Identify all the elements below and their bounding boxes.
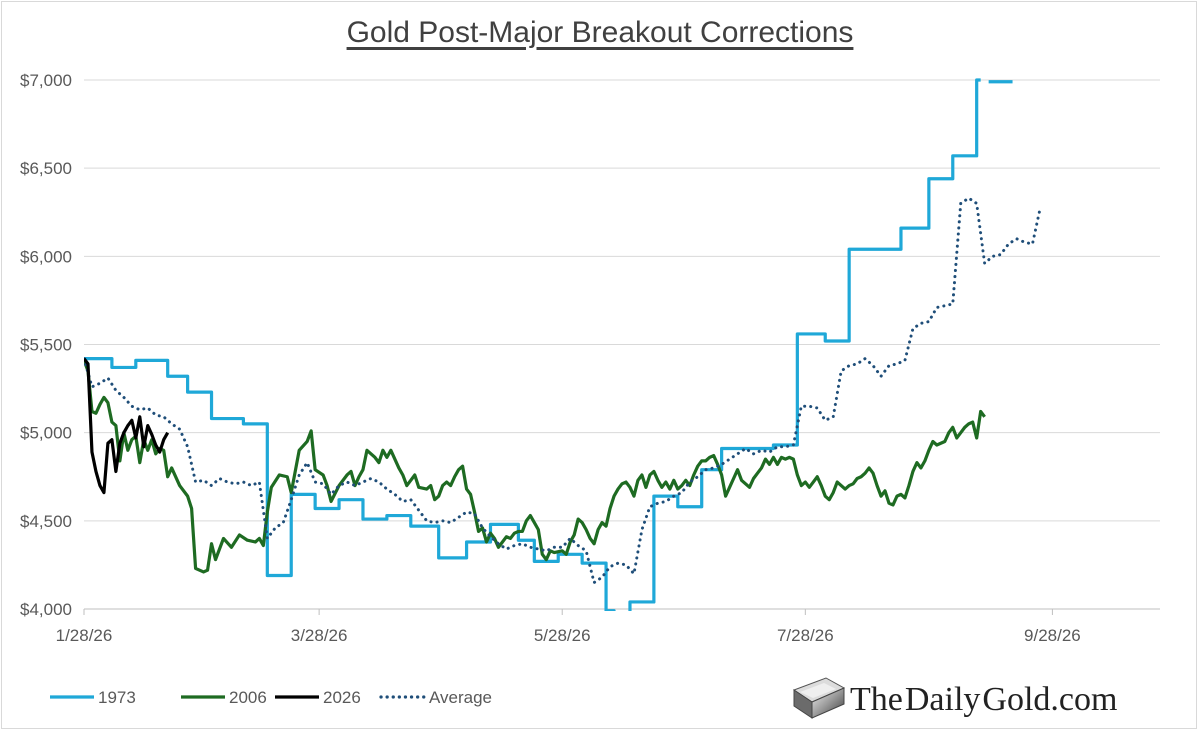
y-tick-label: $7,000 (20, 71, 72, 90)
x-tick-label: 9/28/26 (1024, 626, 1081, 645)
legend-label-2006: 2006 (229, 688, 267, 707)
y-tick-label: $5,500 (20, 336, 72, 355)
x-tick-label: 5/28/26 (534, 626, 591, 645)
series-lines (84, 78, 1042, 611)
series-line-1973 (84, 78, 981, 611)
legend-label-average: Average (429, 688, 492, 707)
brand-logo: TheDailyGold.com (792, 677, 1117, 719)
chart-title: Gold Post-Major Breakout Corrections (346, 16, 854, 49)
x-tick-label: 1/28/26 (56, 626, 113, 645)
legend-label-2026: 2026 (323, 688, 361, 707)
legend-label-1973: 1973 (98, 688, 136, 707)
series-line-2026 (84, 357, 170, 495)
legend: 1973 2006 2026 Average (50, 688, 492, 707)
x-tick-label: 7/28/26 (777, 626, 834, 645)
y-tick-label: $6,000 (20, 247, 72, 266)
x-tick-label: 3/28/26 (291, 626, 348, 645)
gold-bar-icon (792, 677, 846, 719)
series-line-2006 (84, 359, 986, 574)
y-axis-ticks: $4,000 $4,500 $5,000 $5,500 $6,000 $6,500 $7,0… (20, 71, 72, 619)
brand-name: TheDailyGold.com (850, 681, 1117, 718)
y-tick-label: $6,500 (20, 159, 72, 178)
y-tick-label: $4,500 (20, 512, 72, 531)
y-tick-label: $4,000 (20, 600, 72, 619)
series-line-average (84, 196, 1042, 585)
y-tick-label: $5,000 (20, 424, 72, 443)
gridlines (84, 79, 1160, 610)
x-axis-ticks: 1/28/26 3/28/26 5/28/26 7/28/26 9/28/26 (56, 609, 1081, 645)
